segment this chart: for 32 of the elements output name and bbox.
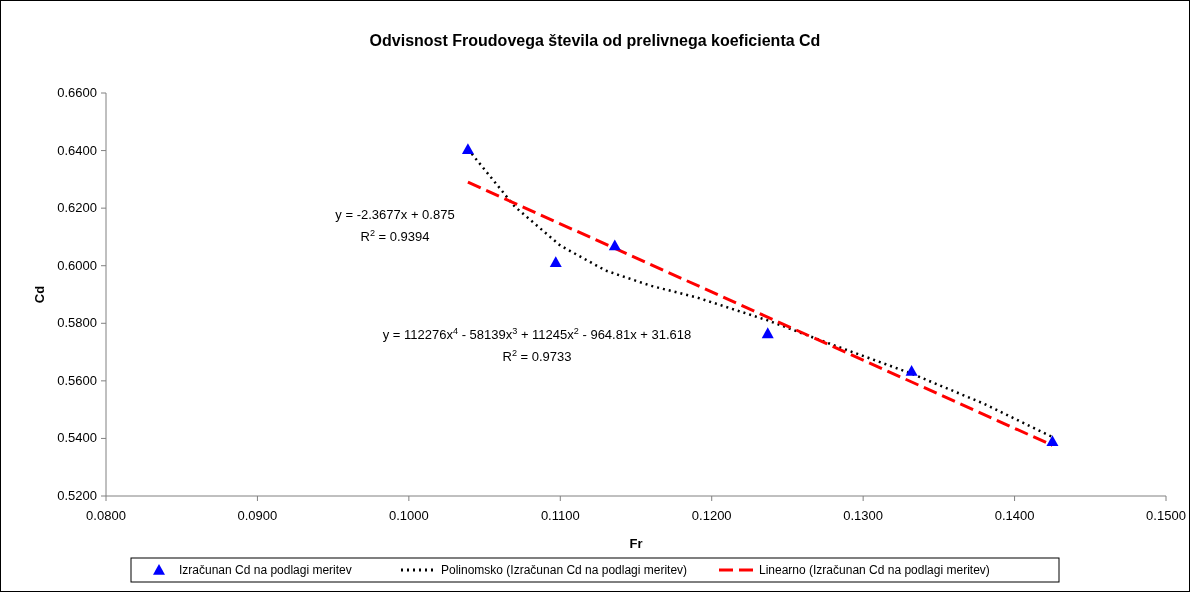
annotation: y = 112276x$^{4}$ - 58139x$^{3}$ + 11245x$^{2}$ - 964.81x + 31.618 — [382, 326, 692, 342]
x-tick-label: 0.1000 — [388, 508, 429, 523]
legend-label: Polinomsko (Izračunan Cd na podlagi meritev) — [441, 563, 688, 577]
chart-title: Odvisnost Froudovega števila od prelivnega koeficienta Cd — [369, 32, 821, 49]
y-tick-label: 0.5600 — [57, 372, 97, 388]
y-tick-label: 0.5200 — [57, 488, 97, 503]
legend-label: Izračunan Cd na podlagi meritev — [179, 563, 352, 577]
annotation: R$^{2}$ = 0.9733 — [502, 348, 572, 364]
y-tick-label: 0.6000 — [57, 257, 97, 273]
point — [461, 143, 474, 154]
point — [905, 365, 918, 376]
y-tick-label: 0.5800 — [57, 315, 97, 331]
x-tick-label: 0.1400 — [994, 508, 1035, 523]
y-axis-title: Cd — [32, 285, 47, 304]
annotation: y = -2.3677x + 0.875 — [335, 207, 455, 222]
x-tick-label: 0.1200 — [691, 508, 732, 523]
y-tick-label: 0.6200 — [57, 200, 97, 216]
x-tick-label: 0.1500 — [1146, 508, 1186, 523]
y-tick-label: 0.6400 — [57, 142, 97, 158]
legend-label: Linearno (Izračunan Cd na podlagi meritev) — [759, 563, 990, 577]
point — [1046, 435, 1059, 447]
y-tick-label: 0.6600 — [57, 85, 97, 100]
point — [549, 256, 562, 268]
x-tick-label: 0.0900 — [237, 508, 278, 523]
x-tick-label: 0.1100 — [540, 508, 580, 523]
annotation: R$^{2}$ = 0.9394 — [360, 228, 430, 244]
point — [608, 239, 621, 251]
y-tick-label: 0.5400 — [57, 430, 97, 446]
point — [761, 327, 774, 339]
x-tick-label: 0.1300 — [843, 508, 884, 523]
x-axis-title: Fr — [629, 536, 643, 551]
x-tick-label: 0.0800 — [86, 508, 126, 523]
